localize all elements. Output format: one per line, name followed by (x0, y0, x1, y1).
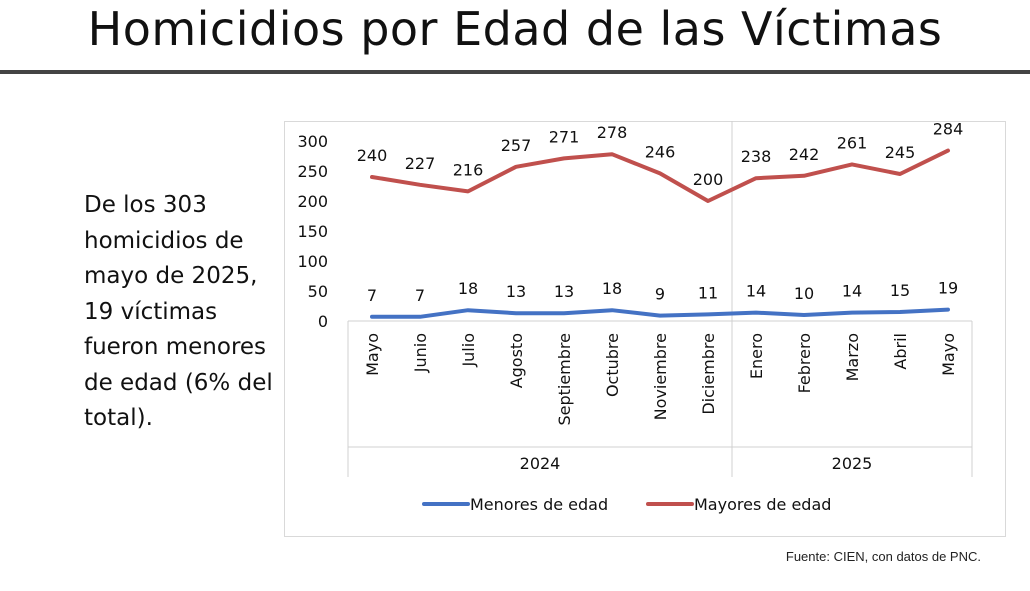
data-label: 261 (837, 133, 868, 152)
line-chart: 0 50 100 150 200 250 300 Mayo Junio Julio Agosto Se… (297, 121, 973, 514)
data-label: 7 (415, 286, 425, 305)
data-label: 284 (933, 121, 964, 139)
data-label: 18 (602, 279, 622, 298)
category-label: Diciembre (699, 333, 718, 415)
data-label: 200 (693, 170, 724, 189)
category-label: Agosto (507, 333, 526, 388)
title-divider (0, 70, 1030, 74)
legend-label: Menores de edad (470, 495, 608, 514)
data-label: 245 (885, 143, 916, 162)
category-label: Octubre (603, 333, 622, 397)
category-label: Febrero (795, 333, 814, 393)
y-tick-label: 300 (297, 132, 328, 151)
data-label: 11 (698, 283, 718, 302)
category-label: Noviembre (651, 333, 670, 420)
category-label: Marzo (843, 333, 862, 381)
data-label: 257 (501, 136, 532, 155)
y-tick-label: 150 (297, 222, 328, 241)
data-label: 242 (789, 145, 820, 164)
y-tick-label: 50 (308, 282, 328, 301)
source-note: Fuente: CIEN, con datos de PNC. (785, 549, 981, 564)
summary-text: De los 303 homicidios de mayo de 2025, 1… (84, 192, 273, 431)
data-label: 19 (938, 279, 958, 298)
data-label: 9 (655, 285, 665, 304)
data-label: 271 (549, 127, 580, 146)
data-label: 13 (554, 282, 574, 301)
data-label: 10 (794, 284, 814, 303)
series-line (370, 148, 950, 203)
group-label: 2024 (520, 454, 561, 473)
category-label: Junio (411, 333, 430, 373)
category-label: Mayo (939, 333, 958, 376)
data-label: 246 (645, 142, 676, 161)
data-label: 14 (746, 282, 766, 301)
page-title: Homicidios por Edad de las Víctimas (87, 2, 943, 56)
y-tick-label: 250 (297, 162, 328, 181)
data-label: 15 (890, 281, 910, 300)
data-label: 216 (453, 160, 484, 179)
category-label: Abril (891, 333, 910, 370)
category-label: Enero (747, 333, 766, 379)
category-label: Julio (459, 333, 478, 368)
data-label: 227 (405, 154, 436, 173)
data-label: 278 (597, 123, 628, 142)
data-label: 240 (357, 146, 388, 165)
data-label: 14 (842, 282, 862, 301)
y-tick-label: 100 (297, 252, 328, 271)
legend-label: Mayores de edad (694, 495, 831, 514)
y-tick-label: 0 (318, 312, 328, 331)
category-label: Mayo (363, 333, 382, 376)
y-tick-label: 200 (297, 192, 328, 211)
data-label: 7 (367, 286, 377, 305)
category-label: Septiembre (555, 333, 574, 426)
data-label: 238 (741, 147, 772, 166)
group-label: 2025 (832, 454, 873, 473)
series-line (370, 307, 950, 319)
data-label: 13 (506, 282, 526, 301)
chart-frame (284, 121, 1006, 537)
data-label: 18 (458, 279, 478, 298)
